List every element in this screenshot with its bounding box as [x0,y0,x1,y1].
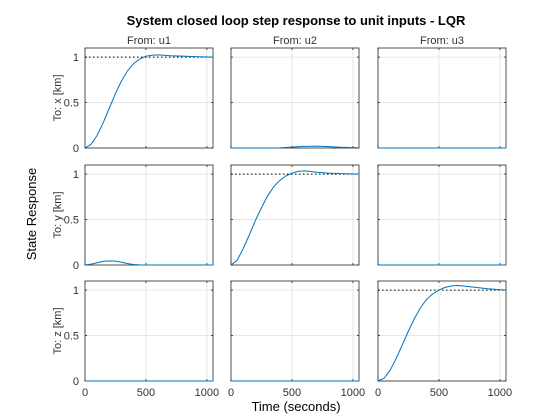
axes-box [377,280,507,382]
row-label: To: z [km] [52,307,64,354]
y-tick-label: 0.5 [64,215,79,227]
row-label: To: x [km] [52,74,64,121]
subplot-r2c1: 0 0.5 1 To: y [km] [52,164,214,272]
subplot-grid: 0 0.5 1 To: x [km] From: u1 From: u2 From: u3 0… [52,35,512,399]
y-tick-label: 0.5 [64,331,79,343]
x-axis-label: Time (seconds) [251,399,340,414]
column-label: From: u2 [273,35,317,47]
axes-box [230,164,360,266]
x-tick-label: 500 [430,387,448,399]
column-label: From: u1 [127,35,171,47]
response-line [84,54,214,149]
subplot-r3c1: 0 0.5 1 To: z [km] 0 500 1000 [52,280,219,399]
subplot-r2c3 [377,164,507,266]
plot-area [378,165,506,265]
subplot-r1c3: From: u3 [377,35,507,149]
y-axis-label: State Response [24,168,39,261]
x-tick-label: 1000 [341,387,365,399]
row-label: To: y [km] [52,191,64,238]
x-tick-label: 0 [82,387,88,399]
y-tick-label: 0 [73,143,79,155]
response-line [84,260,213,266]
subplot-r1c1: 0 0.5 1 To: x [km] From: u1 [52,35,214,155]
response-line [377,285,507,382]
axes-box [84,47,214,149]
plot-area [231,48,359,148]
response-line [231,145,360,149]
plot-area [378,281,506,381]
y-tick-label: 1 [73,285,79,297]
x-tick-label: 1000 [195,387,219,399]
plot-area [231,281,359,381]
column-label: From: u3 [420,35,464,47]
y-tick-label: 0 [73,260,79,272]
response-line [230,170,360,266]
y-tick-label: 0.5 [64,98,79,110]
subplot-r3c2: 0 500 1000 [228,280,365,399]
plot-area [378,48,506,148]
plot-area [85,281,213,381]
x-tick-label: 0 [228,387,234,399]
subplot-r1c2: From: u2 [230,35,360,149]
y-tick-label: 1 [73,169,79,181]
x-tick-label: 1000 [488,387,512,399]
x-tick-label: 0 [375,387,381,399]
subplot-r2c2 [230,164,360,266]
plot-area [85,165,213,265]
subplot-r3c3: 0 500 1000 [375,280,512,399]
axes-box [230,47,360,149]
y-tick-label: 0 [73,376,79,388]
chart-title: System closed loop step response to unit… [127,13,466,28]
x-tick-label: 500 [137,387,155,399]
plot-area [231,165,359,265]
y-tick-label: 1 [73,52,79,64]
x-tick-label: 500 [283,387,301,399]
plot-area [85,48,213,148]
